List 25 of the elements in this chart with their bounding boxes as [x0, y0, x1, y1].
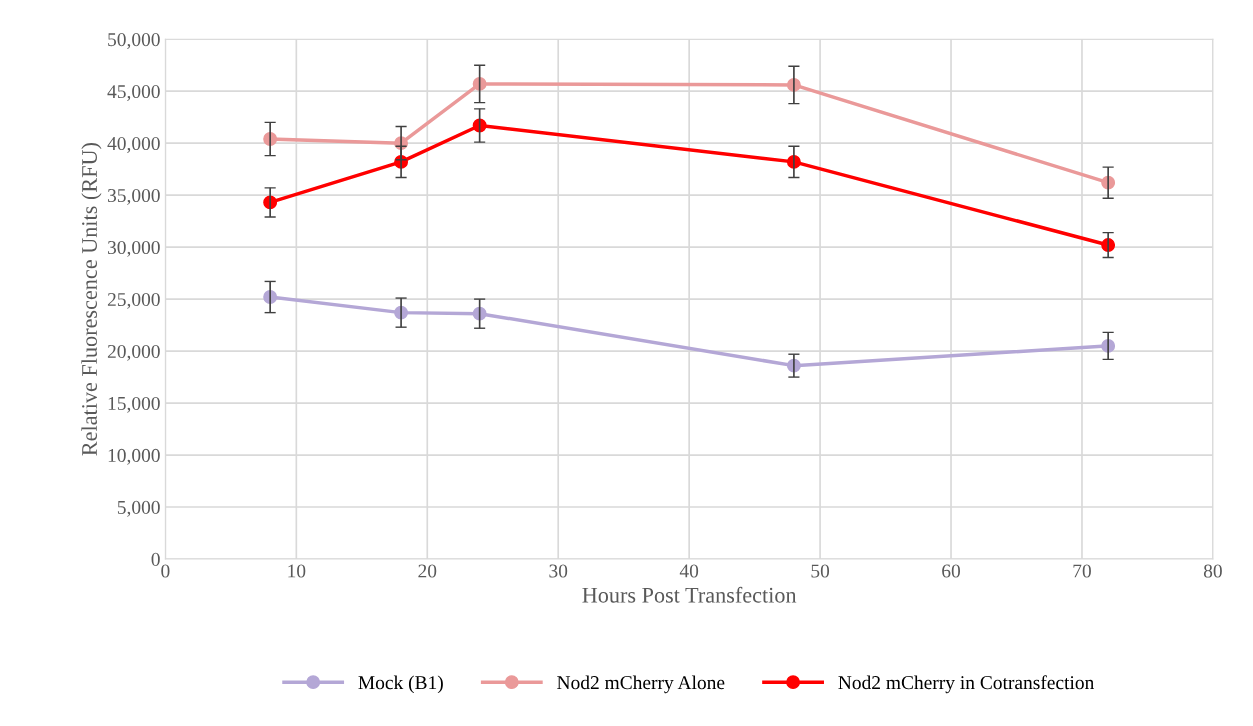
legend-label: Nod2 mCherry Alone	[557, 675, 725, 694]
y-tick-label: 50,000	[108, 33, 160, 49]
x-tick-label: 10	[288, 564, 306, 578]
y-tick-label: 30,000	[107, 240, 160, 257]
y-tick-label: 25,000	[107, 292, 160, 309]
y-tick-label: 5,000	[117, 500, 160, 517]
y-tick-label: 35,000	[107, 188, 160, 205]
x-axis-title: Hours Post Transfection	[582, 586, 797, 603]
y-tick-label: 45,000	[107, 85, 160, 101]
x-tick-label: 60	[942, 564, 961, 578]
y-axis-title: Relative Fluorescence Units (RFU)	[81, 143, 102, 456]
x-tick-label: 70	[1073, 564, 1091, 578]
x-tick-label: 20	[418, 564, 437, 578]
y-tick-label: 10,000	[108, 448, 160, 465]
x-tick-label: 0	[161, 564, 170, 578]
y-tick-label: 0	[151, 552, 160, 566]
x-tick-label: 50	[811, 564, 830, 578]
x-tick-label: 40	[679, 564, 699, 578]
y-tick-label: 20,000	[107, 344, 160, 361]
legend-label: Mock (B1)	[358, 675, 443, 694]
y-tick-label: 15,000	[108, 396, 160, 413]
legend-label: Nod2 mCherry in Cotransfection	[838, 675, 1095, 694]
y-tick-label: 40,000	[107, 136, 160, 153]
x-tick-label: 80	[1203, 564, 1222, 578]
x-tick-label: 30	[549, 564, 568, 578]
